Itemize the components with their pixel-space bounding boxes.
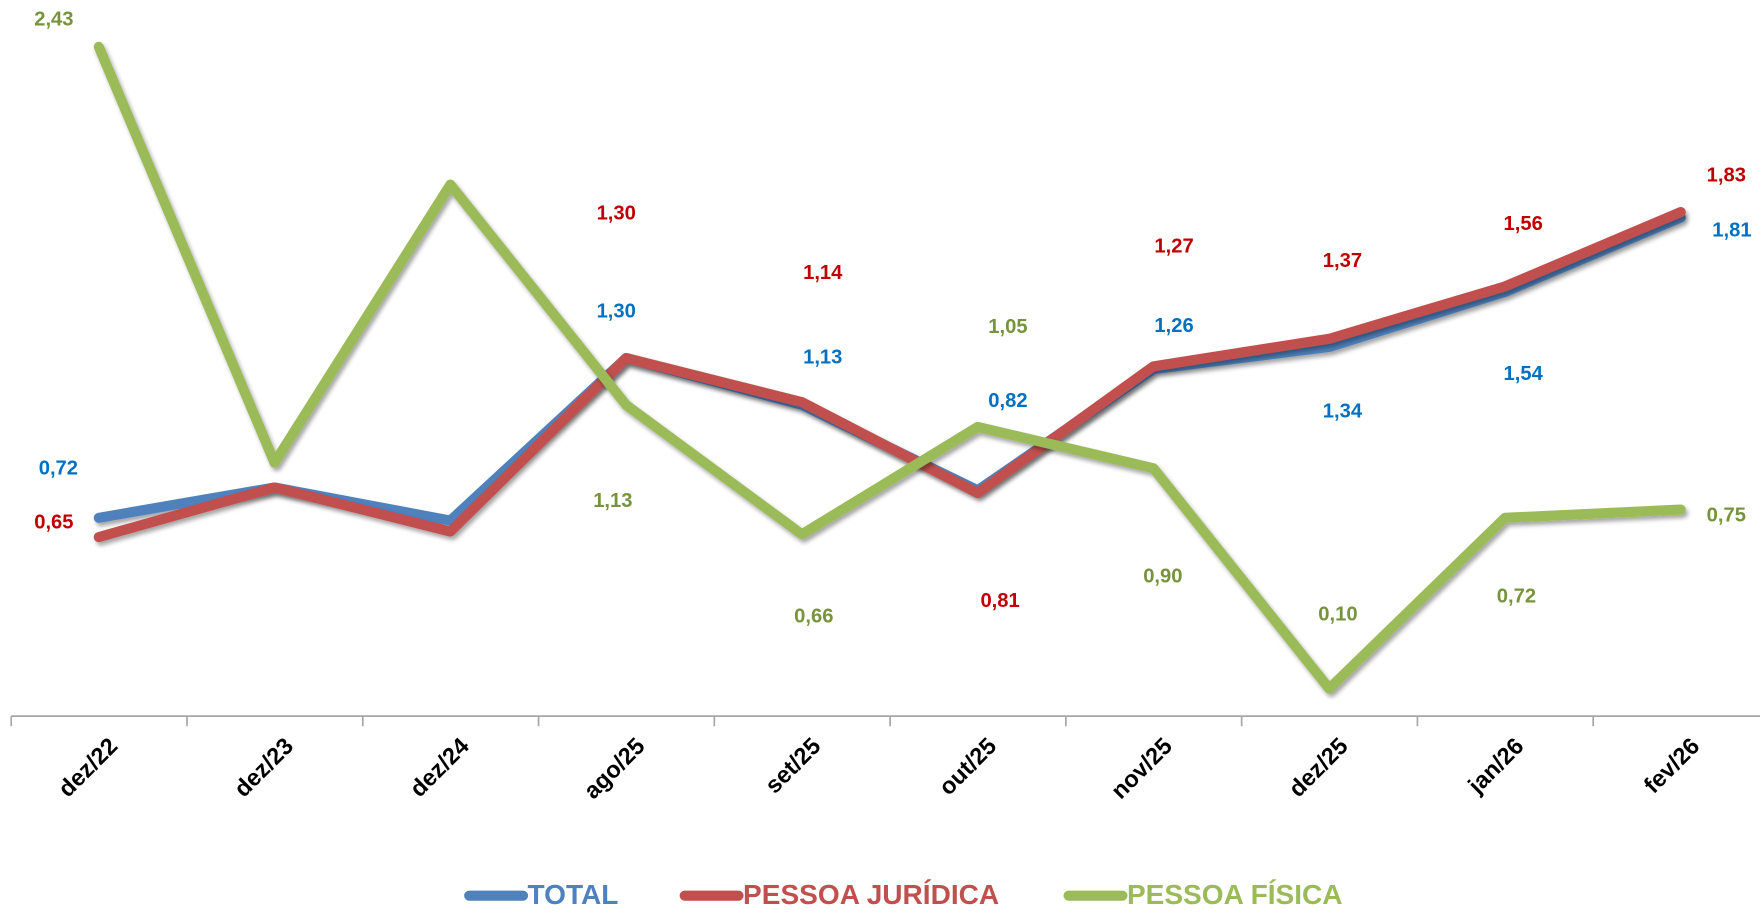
data-label: 1,27 [1154,235,1193,257]
data-label: 0,75 [1707,505,1746,527]
data-label: 0,90 [1143,565,1182,587]
x-tick-label: jan/26 [1462,733,1528,799]
data-label: 1,13 [593,490,632,512]
data-label: 2,43 [34,9,73,31]
x-tick-label: fev/26 [1639,733,1705,799]
data-label: 1,13 [803,346,842,368]
data-label: 0,72 [1497,585,1536,607]
data-label: 1,83 [1707,165,1746,187]
legend-label: PESSOA FÍSICA [1127,879,1343,910]
x-tick-label: dez/25 [1284,733,1353,802]
data-label: 1,05 [988,316,1027,338]
x-tick-label: dez/23 [229,733,298,802]
legend-label: TOTAL [528,879,619,910]
data-label: 1,30 [597,300,636,322]
data-label: 1,37 [1323,250,1362,272]
data-label: 0,72 [39,458,78,480]
data-label: 0,65 [34,511,73,533]
x-tick-label: nov/25 [1106,733,1177,804]
x-tick-label: dez/24 [405,733,474,802]
legend-label: PESSOA JURÍDICA [743,879,999,910]
x-tick-label: out/25 [934,733,1001,800]
series-line [93,207,1686,543]
data-label: 1,14 [803,262,843,284]
data-label: 1,30 [597,203,636,225]
data-label: 0,10 [1318,603,1357,625]
x-tick-label: set/25 [760,733,826,799]
data-label: 0,66 [794,606,833,628]
data-label: 0,81 [980,590,1019,612]
x-tick-label: ago/25 [579,733,650,804]
x-tick-label: dez/22 [53,733,122,802]
data-label: 1,34 [1323,400,1363,422]
data-label: 1,81 [1712,220,1751,242]
series-line [93,41,1686,694]
data-label: 0,82 [988,390,1027,412]
data-label: 1,26 [1154,315,1193,337]
data-label: 1,56 [1504,213,1543,235]
data-label: 1,54 [1504,363,1544,385]
